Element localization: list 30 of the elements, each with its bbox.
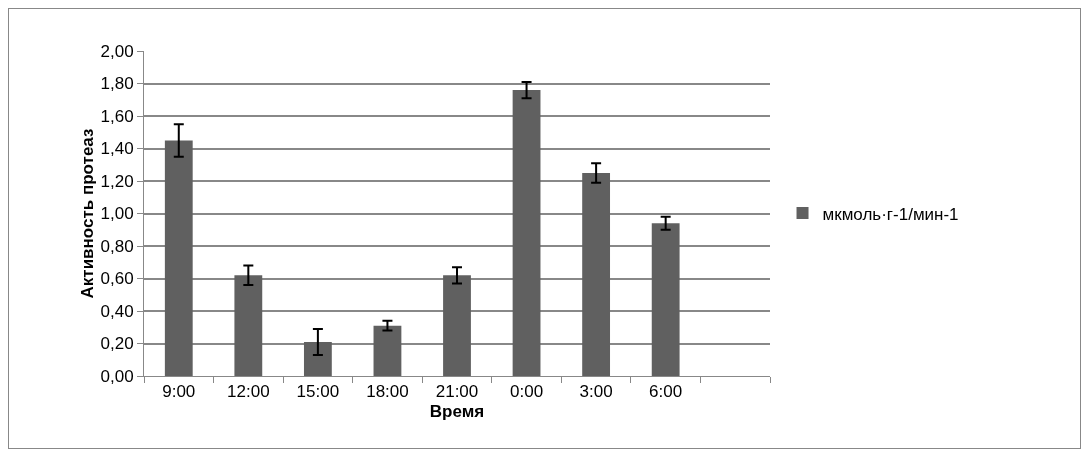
bar [373,325,402,376]
y-tick-label: 1,20 [100,171,134,191]
x-tick-label: 9:00 [162,382,196,402]
y-tick-label: 0,80 [100,236,134,256]
y-tick-label: 1,00 [100,204,134,224]
y-tick-label: 1,40 [100,139,134,159]
y-tick-label: 1,80 [100,74,134,94]
x-tick-label: 18:00 [366,382,409,402]
y-tick-label: 2,00 [100,41,134,61]
x-tick-label: 6:00 [649,382,683,402]
y-tick-label: 0,00 [100,366,134,386]
y-tick-label: 0,20 [100,334,134,354]
bar [234,275,263,376]
bar [303,341,332,376]
x-tick-label: 15:00 [296,382,340,402]
bar [651,223,680,376]
bar [512,90,541,376]
x-tick-label: 12:00 [227,382,270,402]
y-axis-title: Активность протеаз [78,128,98,299]
bar [443,275,471,376]
y-tick-label: 1,60 [100,106,134,126]
bar [582,172,611,376]
x-tick-label: 21:00 [435,382,479,402]
y-tick-label: 0,40 [100,301,134,321]
legend-label: мкмоль·г-1/мин-1 [822,204,959,224]
x-axis-title: Время [429,401,485,421]
y-tick-label: 0,60 [100,269,134,289]
bar [164,140,193,376]
x-tick-label: 3:00 [579,382,613,402]
x-tick-label: 0:00 [510,382,544,402]
